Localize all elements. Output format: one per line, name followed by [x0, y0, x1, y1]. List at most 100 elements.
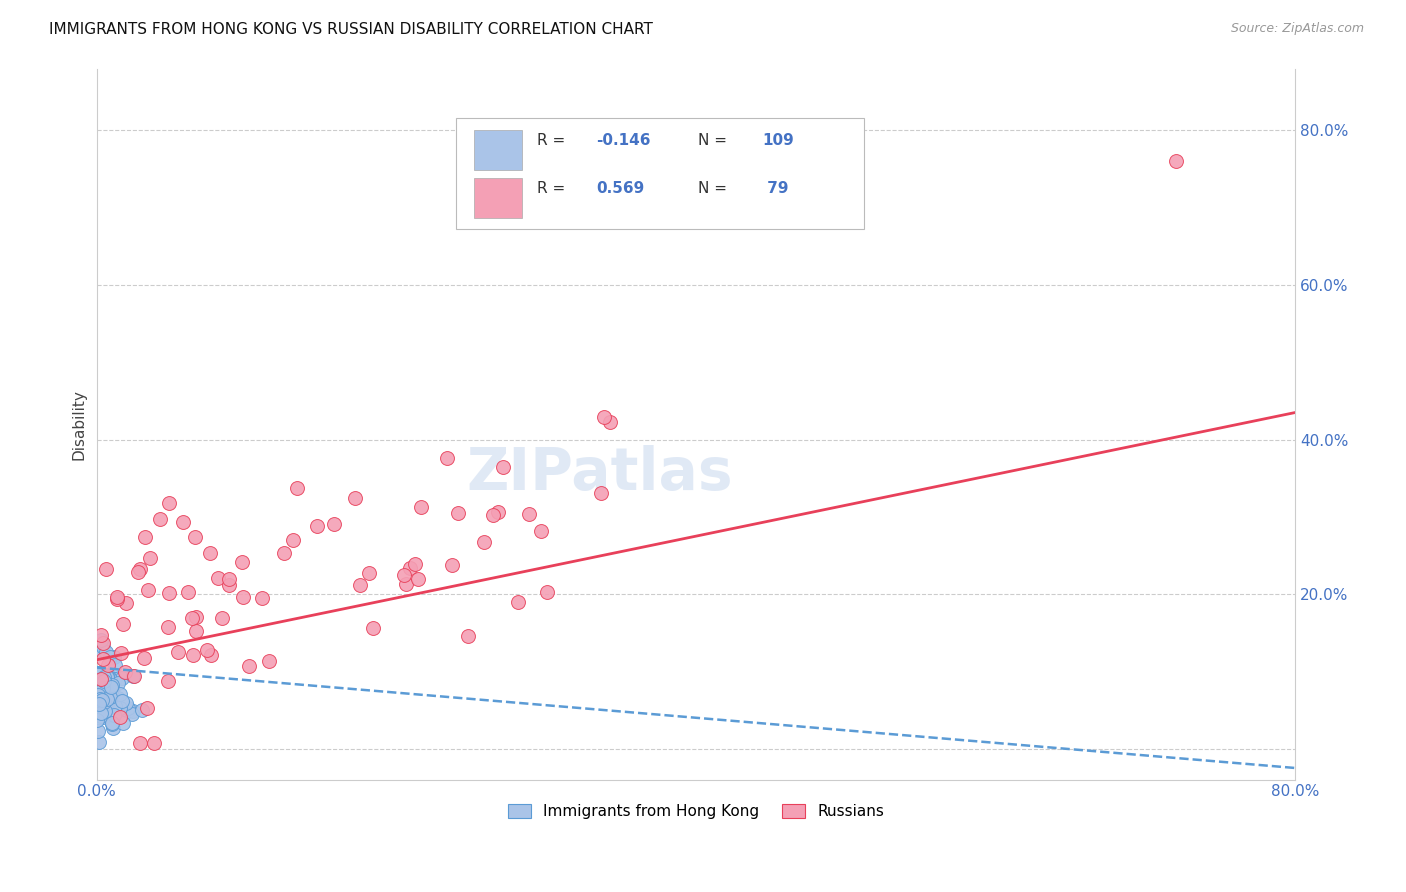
- Point: [90, 705, 112, 719]
- Point: [474, 534, 496, 549]
- Point: [96, 703, 118, 717]
- Point: [142, 736, 165, 750]
- Point: [104, 658, 127, 673]
- Point: [91, 690, 114, 705]
- Point: [86, 679, 108, 693]
- Point: [89, 698, 111, 712]
- Point: [139, 551, 162, 566]
- Point: [87, 690, 110, 704]
- Point: [103, 649, 125, 664]
- Point: [89, 695, 111, 709]
- Point: [344, 491, 367, 506]
- Point: [86, 680, 108, 694]
- Point: [129, 562, 152, 576]
- Y-axis label: Disability: Disability: [72, 389, 86, 459]
- Point: [89, 693, 111, 707]
- Point: [96, 672, 118, 686]
- Point: [180, 611, 202, 625]
- Point: [112, 617, 135, 632]
- Text: N =: N =: [699, 181, 733, 196]
- Point: [86, 713, 108, 727]
- Point: [103, 708, 125, 723]
- Point: [87, 688, 110, 702]
- Point: [86, 697, 108, 711]
- Point: [111, 672, 134, 686]
- Point: [89, 684, 111, 698]
- Point: [134, 530, 156, 544]
- Point: [107, 676, 129, 690]
- Point: [90, 709, 112, 723]
- Point: [91, 682, 114, 697]
- Point: [108, 710, 131, 724]
- Point: [440, 558, 463, 573]
- Text: 79: 79: [762, 181, 789, 196]
- Point: [517, 508, 540, 522]
- Text: Source: ZipAtlas.com: Source: ZipAtlas.com: [1230, 22, 1364, 36]
- Point: [357, 566, 380, 581]
- Point: [283, 533, 305, 547]
- Point: [90, 697, 112, 711]
- Point: [90, 678, 112, 692]
- Point: [90, 673, 112, 687]
- Point: [90, 687, 112, 701]
- Point: [395, 576, 418, 591]
- Point: [349, 578, 371, 592]
- Point: [98, 672, 121, 686]
- Point: [96, 681, 118, 695]
- Point: [172, 515, 194, 529]
- Point: [91, 681, 114, 696]
- Point: [105, 591, 128, 605]
- FancyBboxPatch shape: [474, 130, 522, 169]
- Point: [87, 723, 110, 738]
- Point: [86, 674, 108, 689]
- Point: [184, 624, 207, 639]
- FancyBboxPatch shape: [474, 178, 522, 219]
- Point: [101, 678, 124, 692]
- Point: [86, 681, 108, 696]
- Text: N =: N =: [699, 133, 733, 148]
- Point: [87, 684, 110, 698]
- Point: [589, 485, 612, 500]
- Point: [90, 693, 112, 707]
- FancyBboxPatch shape: [457, 119, 863, 228]
- Point: [112, 716, 135, 731]
- Point: [86, 642, 108, 657]
- Text: R =: R =: [537, 181, 575, 196]
- Point: [90, 628, 112, 642]
- Text: -0.146: -0.146: [596, 133, 651, 148]
- Point: [93, 690, 115, 704]
- Point: [107, 592, 129, 607]
- Point: [399, 560, 422, 574]
- Point: [273, 546, 295, 560]
- Point: [107, 691, 129, 706]
- Point: [231, 555, 253, 569]
- Point: [93, 696, 115, 710]
- Point: [181, 648, 204, 662]
- Point: [98, 690, 121, 704]
- Text: IMMIGRANTS FROM HONG KONG VS RUSSIAN DISABILITY CORRELATION CHART: IMMIGRANTS FROM HONG KONG VS RUSSIAN DIS…: [49, 22, 652, 37]
- Point: [593, 410, 616, 425]
- Point: [114, 665, 136, 680]
- Text: R =: R =: [537, 133, 569, 148]
- Point: [536, 585, 558, 599]
- Point: [117, 700, 139, 714]
- Point: [96, 669, 118, 683]
- Point: [186, 610, 208, 624]
- Point: [98, 650, 121, 665]
- Point: [87, 685, 110, 699]
- Point: [86, 695, 108, 709]
- Point: [122, 704, 145, 718]
- Point: [122, 668, 145, 682]
- Point: [136, 701, 159, 715]
- Point: [91, 692, 114, 706]
- Point: [108, 687, 131, 701]
- Point: [89, 672, 111, 686]
- Point: [177, 584, 200, 599]
- Point: [110, 701, 132, 715]
- Point: [91, 652, 114, 666]
- Point: [457, 629, 479, 643]
- Point: [86, 703, 108, 717]
- Point: [492, 460, 515, 475]
- Point: [89, 692, 111, 706]
- Point: [93, 678, 115, 692]
